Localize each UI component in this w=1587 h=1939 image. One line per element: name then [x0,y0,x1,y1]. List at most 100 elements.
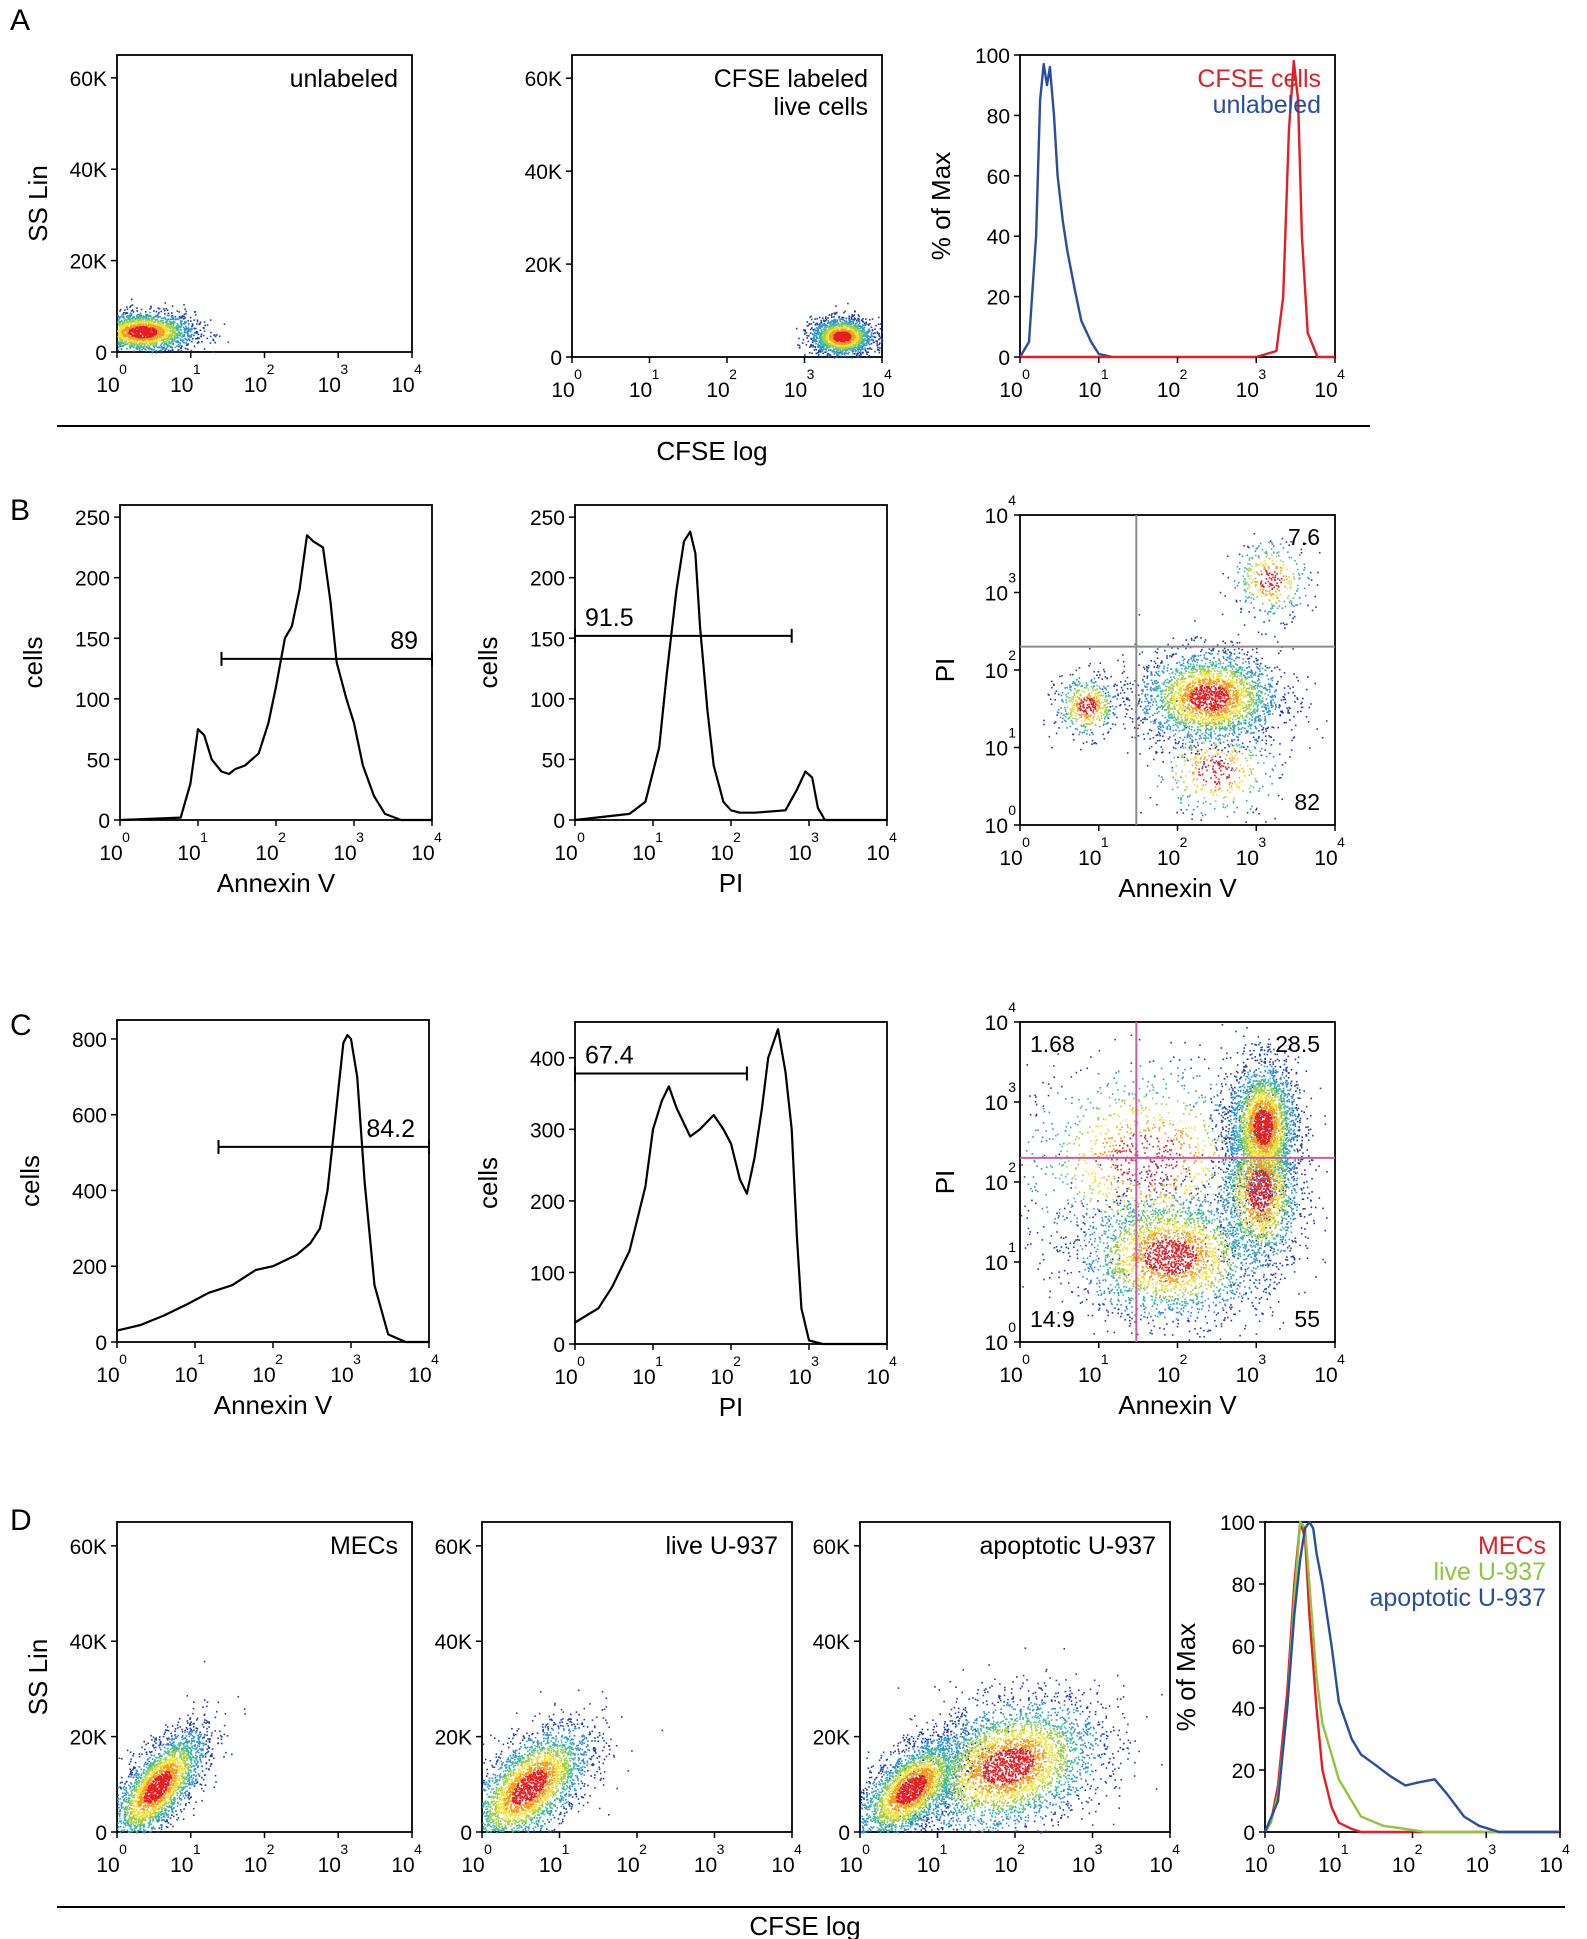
D1-event-point [183,1818,185,1820]
D1-event-point [121,1807,123,1809]
A2-event-point [818,352,820,354]
D1-event-point [193,1766,195,1768]
D1-event-point [120,1826,122,1828]
D1-event-point [163,1753,165,1755]
A1-event-point [153,322,155,324]
A1-event-point [139,349,141,351]
D1-event-point [184,1730,186,1732]
D1-event-point [201,1788,203,1790]
D1-event-point [120,1809,122,1811]
D1-event-point [160,1749,162,1751]
A1-event-point [187,320,189,322]
A1-event-point [201,341,203,343]
D1-event-point [146,1764,148,1766]
D1-event-point [190,1717,192,1719]
D1-event-point [167,1739,169,1741]
D1-event-point [194,1760,196,1762]
D1-event-point [131,1772,133,1774]
D1-event-point [225,1752,227,1754]
A2-event-point [851,318,853,320]
D1-event-point [141,1747,143,1749]
A2-event-point [877,332,879,334]
A2-event-point [824,351,826,353]
D1-event-point [174,1734,176,1736]
D1-event-point [145,1762,147,1764]
D1-event-point [131,1783,133,1785]
D1-event-point [186,1779,188,1781]
D1-event-point [204,1734,206,1736]
D1-event-point [138,1783,140,1785]
D1-event-point [202,1770,204,1772]
A1-event-point [171,318,173,320]
A2-xtick-exponent: 0 [574,366,582,382]
D1-event-point [209,1738,211,1740]
A2-event-point [823,348,825,350]
A1-event-point [212,339,214,341]
D1-event-point [207,1731,209,1733]
A1-event-point [203,327,205,329]
A1-event-point [142,331,144,333]
D1-event-point [143,1773,145,1775]
D1-event-point [160,1744,162,1746]
A1-event-point [121,314,123,316]
D1-event-point [193,1726,195,1728]
D1-event-point [163,1816,165,1818]
A2-event-point [823,328,825,330]
D1-event-point [154,1755,156,1757]
A1-event-point [155,319,157,321]
panel-letter-a: A [10,4,30,37]
D1-event-point [193,1702,195,1704]
A2-event-point [880,323,882,325]
A1-event-point [158,330,160,332]
D1-event-point [175,1738,177,1740]
D1-event-point [136,1821,138,1823]
A1-event-point [146,350,148,352]
A2-event-point [829,326,831,328]
A2-event-point [822,353,824,355]
D1-event-point [155,1747,157,1749]
A1-event-point [213,335,215,337]
D1-event-point [121,1823,123,1825]
A1-event-point [213,352,215,354]
A1-event-point [165,302,167,304]
D1-event-point [131,1803,133,1805]
D1-event-point [194,1741,196,1743]
D1-event-point [124,1789,126,1791]
A1-event-point [157,334,159,336]
D1-event-point [130,1776,132,1778]
D1-event-point [140,1827,142,1829]
D1-event-point [192,1713,194,1715]
A2-event-point [835,330,837,332]
D1-event-point [206,1728,208,1730]
D1-event-point [168,1803,170,1805]
D1-event-point [199,1731,201,1733]
D1-event-point [148,1826,150,1828]
A1-event-point [161,340,163,342]
D1-event-point [200,1734,202,1736]
A2-event-point [831,339,833,341]
D1-event-point [165,1729,167,1731]
A2-event-point [810,332,812,334]
A2-event-point [874,328,876,330]
A1-event-point [117,350,119,352]
A2-event-point [827,322,829,324]
A1-event-point [204,348,206,350]
D1-event-point [154,1828,156,1830]
D1-event-point [124,1819,126,1821]
A1-event-point [206,338,208,340]
D1-event-point [208,1745,210,1747]
D1-event-point [189,1764,191,1766]
A1-event-point [161,352,163,354]
A1-event-point [176,345,178,347]
D1-event-point [168,1730,170,1732]
D1-event-point [191,1763,193,1765]
A2-event-point [859,352,861,354]
D1-event-point [153,1747,155,1749]
D1-event-point [206,1720,208,1722]
A1-event-point [172,305,174,307]
A1-event-point [150,324,152,326]
A2-event-point [857,345,859,347]
A1-event-point [178,344,180,346]
A2-event-point [844,352,846,354]
A1-event-point [126,306,128,308]
